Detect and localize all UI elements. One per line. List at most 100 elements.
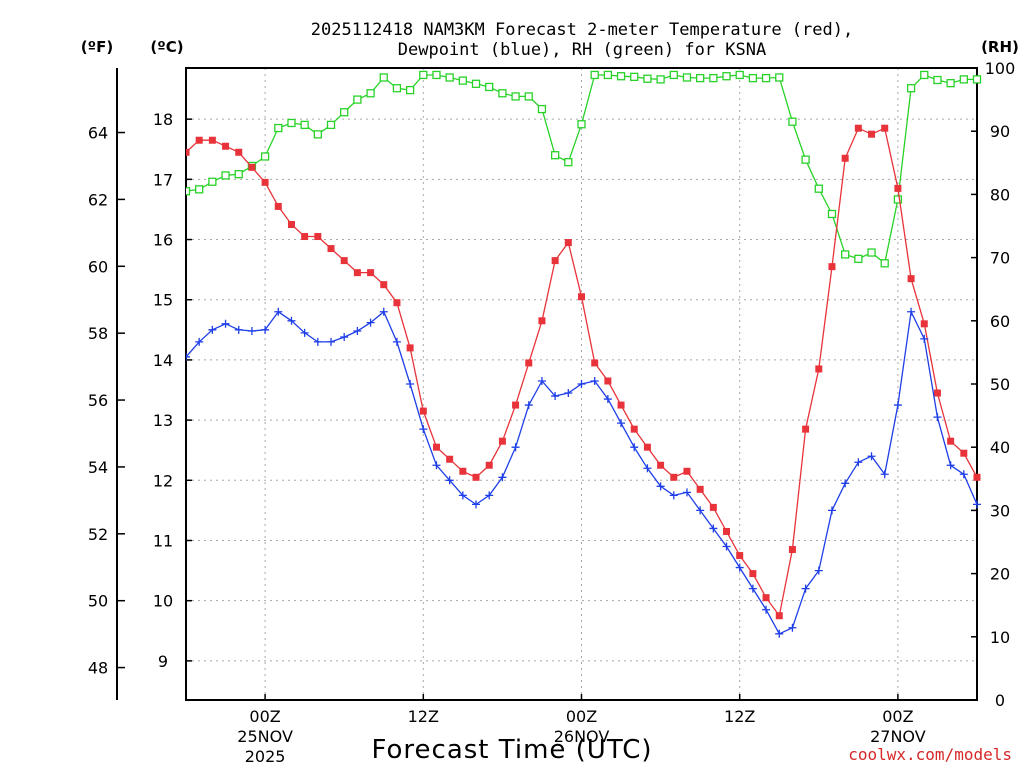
celsius-unit-label: (ºC) <box>150 38 183 56</box>
fahrenheit-tick-label: 50 <box>88 592 108 611</box>
fahrenheit-unit-label: (ºF) <box>81 38 113 56</box>
temperature-point <box>551 257 559 265</box>
rh-point <box>920 70 929 80</box>
temperature-point <box>406 344 414 352</box>
rh-point <box>656 75 665 84</box>
rh-point <box>524 92 533 101</box>
dewpoint-point <box>893 401 902 410</box>
temperature-point <box>723 527 731 535</box>
rh-point <box>880 259 889 268</box>
dewpoint-point <box>353 327 362 336</box>
rh-point <box>709 73 718 83</box>
temperature-point <box>960 449 968 457</box>
dewpoint-point <box>867 452 876 461</box>
rh-point <box>260 152 270 161</box>
dewpoint-point <box>366 318 375 327</box>
rh-point <box>537 104 547 114</box>
rh-tick-label: 80 <box>990 185 1010 204</box>
rh-point <box>353 95 362 104</box>
rh-point <box>682 73 692 82</box>
temperature-point <box>841 154 849 162</box>
temperature-point <box>222 142 230 150</box>
dewpoint-point <box>946 461 955 470</box>
rh-point <box>274 123 283 133</box>
dewpoint-point <box>656 482 665 491</box>
rh-point <box>577 120 586 129</box>
temperature-point <box>195 136 203 144</box>
dewpoint-point <box>274 307 283 316</box>
dewpoint-point <box>880 470 889 479</box>
dewpoint-point <box>247 327 256 336</box>
dewpoint-point <box>814 566 823 575</box>
temperature-point <box>419 407 427 415</box>
fahrenheit-tick-label: 56 <box>88 391 108 410</box>
x-tick-label-time: 00Z <box>249 707 280 726</box>
dewpoint-point <box>603 395 612 404</box>
rh-point <box>379 73 388 82</box>
rh-point <box>972 75 982 84</box>
temperature-point <box>683 467 691 475</box>
rh-point <box>722 72 731 81</box>
dewpoint-point <box>524 401 533 410</box>
rh-point <box>893 195 903 204</box>
celsius-tick-label: 11 <box>153 531 173 550</box>
temperature-point <box>736 552 744 560</box>
rh-point <box>392 84 402 93</box>
dewpoint-point <box>379 307 388 316</box>
temperature-point <box>828 263 836 271</box>
rh-point <box>287 118 296 128</box>
rh-point <box>445 73 454 82</box>
dewpoint-point <box>392 337 401 346</box>
fahrenheit-tick-label: 62 <box>88 190 108 209</box>
rh-point <box>471 79 481 88</box>
rh-point <box>419 70 428 80</box>
fahrenheit-tick-label: 60 <box>88 257 108 276</box>
rh-point <box>195 185 204 194</box>
dewpoint-point <box>234 325 243 334</box>
dewpoint-point <box>498 473 507 482</box>
rh-point <box>186 187 191 196</box>
temperature-point <box>525 359 533 367</box>
x-axis-label: Forecast Time (UTC) <box>371 735 652 765</box>
temperature-point <box>186 148 190 156</box>
series-relative-humidity <box>186 70 982 268</box>
temperature-point <box>261 178 269 186</box>
x-tick-label-time: 12Z <box>724 707 755 726</box>
temperature-point <box>512 401 520 409</box>
rh-tick-label: 0 <box>995 691 1005 710</box>
temperature-point <box>854 124 862 132</box>
rh-point <box>841 250 850 259</box>
fahrenheit-tick-label: 48 <box>88 659 108 678</box>
rh-point <box>550 151 560 160</box>
dewpoint-point <box>340 333 349 342</box>
dewpoint-point <box>287 316 296 325</box>
rh-point <box>458 76 468 85</box>
dewpoint-point <box>630 443 639 452</box>
temperature-point <box>340 257 348 265</box>
rh-point <box>405 85 415 95</box>
temperature-point <box>947 437 955 445</box>
temperature-point <box>696 485 704 493</box>
axes: 48 50 52 54 56 58 60 62 64 9 10 11 12 13 14 15 16 17 18 0 10… <box>88 59 1015 766</box>
rh-point <box>511 92 520 101</box>
dewpoint-point <box>445 476 454 485</box>
rh-point <box>801 155 810 164</box>
celsius-tick-label: 13 <box>153 411 173 430</box>
rh-point <box>234 170 243 179</box>
temperature-point <box>762 594 770 602</box>
rh-point <box>643 74 652 83</box>
rh-point <box>498 89 507 98</box>
celsius-tick-label: 9 <box>158 652 168 671</box>
dewpoint-point <box>221 319 230 328</box>
dewpoint-point <box>933 413 942 422</box>
rh-tick-label: 20 <box>990 565 1010 584</box>
dewpoint-point <box>841 479 850 488</box>
credit-text: coolwx.com/models <box>848 745 1012 764</box>
celsius-tick-label: 14 <box>153 351 173 370</box>
fahrenheit-tick-label: 58 <box>88 324 108 343</box>
dewpoint-point <box>959 470 968 479</box>
dewpoint-point <box>801 584 810 593</box>
temperature-point <box>788 546 796 554</box>
